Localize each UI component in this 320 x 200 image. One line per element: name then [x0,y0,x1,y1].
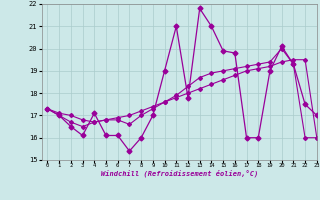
X-axis label: Windchill (Refroidissement éolien,°C): Windchill (Refroidissement éolien,°C) [100,170,258,177]
